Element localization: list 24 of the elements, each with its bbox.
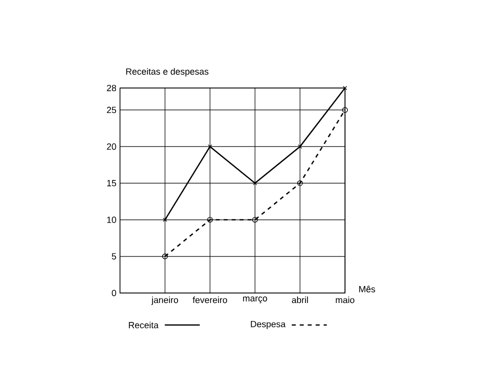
y-tick-label: 5: [112, 253, 116, 260]
x-tick-label: março: [243, 296, 268, 304]
point: [162, 254, 168, 260]
legend-label: Despesa: [250, 320, 286, 330]
point: [297, 180, 303, 186]
y-tick-label: 15: [107, 180, 116, 186]
point: [342, 107, 348, 113]
x-tick-label: fevereiro: [192, 296, 228, 304]
y-tick-label: 28: [106, 84, 116, 92]
x-tick-label: abril: [292, 296, 308, 304]
x-tick-label: janeiro: [151, 296, 178, 305]
point: [298, 144, 302, 149]
point: [208, 144, 212, 149]
point: [207, 216, 213, 223]
x-axis-title: Mês: [359, 286, 376, 292]
y-tick-label: 20: [106, 143, 116, 150]
point: [252, 181, 258, 186]
y-tick-label: 10: [107, 216, 116, 223]
y-tick-label: 0: [112, 290, 116, 296]
y-axis-title: Receitas e despesas: [126, 68, 208, 76]
y-tick-label: 25: [106, 106, 116, 114]
x-tick-label: maio: [336, 296, 354, 304]
legend-label: Receita: [128, 322, 159, 328]
point: [252, 216, 258, 223]
